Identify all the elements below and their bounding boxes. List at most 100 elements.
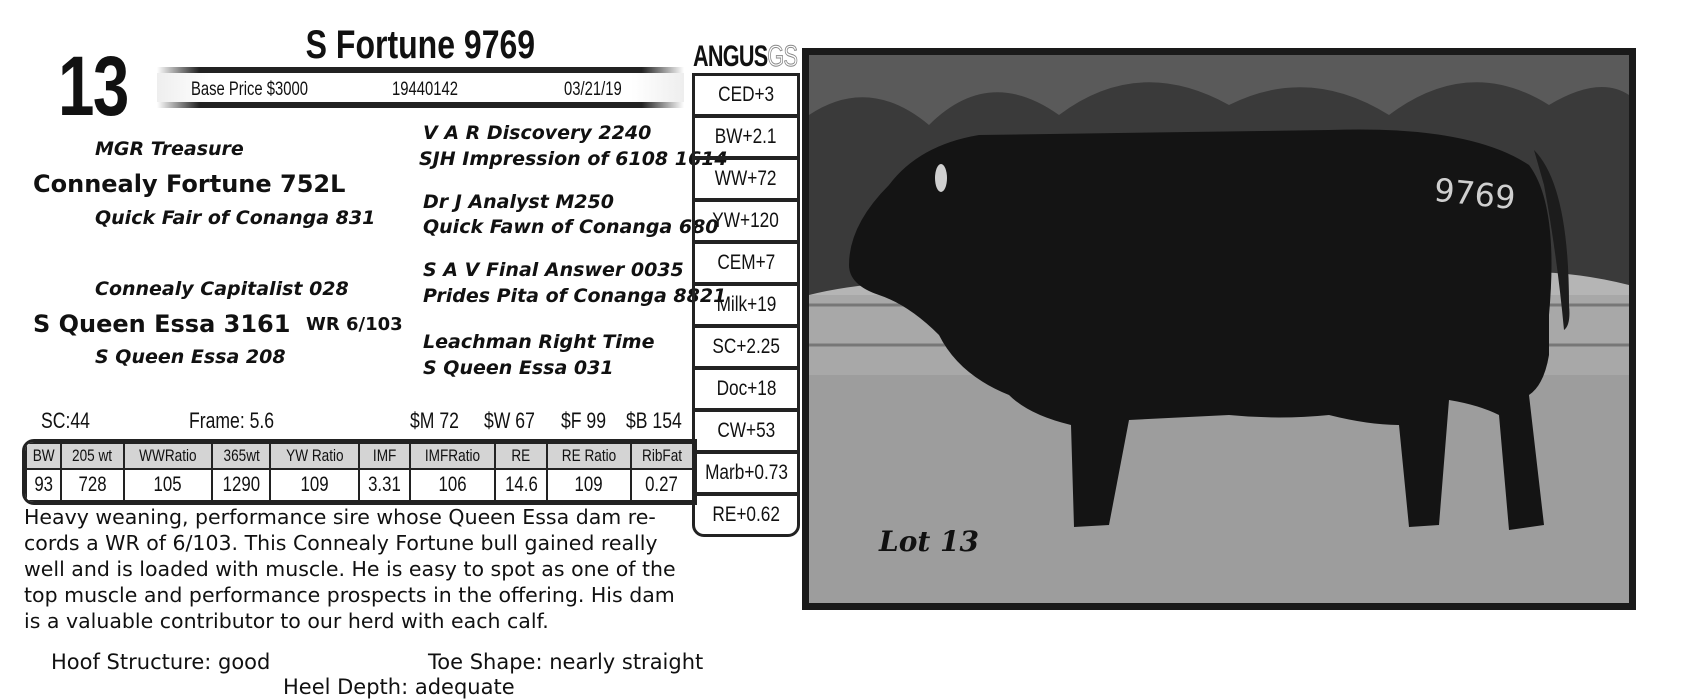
value-text: 93 <box>34 473 53 496</box>
performance-header-cell: RE <box>494 442 548 470</box>
registration-number: 19440142 <box>392 79 458 100</box>
epd-box: Doc+18 <box>695 370 797 412</box>
animal-name: S Fortune 9769 <box>157 22 684 68</box>
performance-value-cell: 109 <box>545 468 632 502</box>
sire-sire: MGR Treasure <box>95 138 244 160</box>
dam-sire: Connealy Capitalist 028 <box>95 278 349 300</box>
dam-record: WR 6/103 <box>306 314 403 335</box>
dam-dam: S Queen Essa 208 <box>95 346 286 368</box>
header-text: YW Ratio <box>285 446 344 465</box>
epd-value: RE+0.62 <box>712 503 780 526</box>
angus-gs-logo: ANGUSGS <box>693 40 798 74</box>
epd-value: YW+120 <box>712 209 780 232</box>
bull-photo-image <box>809 55 1629 603</box>
epd-value: SC+2.25 <box>712 335 780 358</box>
toe-shape: Toe Shape: nearly straight <box>428 650 704 674</box>
performance-table: BW 205 wt WWRatio 365wt YW Ratio IMF IMFRatio R… <box>22 439 697 505</box>
value-text: 109 <box>574 473 603 496</box>
ss-sire: V A R Discovery 2240 <box>423 122 652 144</box>
performance-header-cell: RE Ratio <box>545 442 632 470</box>
header-text: BW <box>32 446 55 465</box>
lot-number: 13 <box>58 39 129 133</box>
animal-name-text: S Fortune 9769 <box>305 23 536 67</box>
header-text: 205 wt <box>72 446 113 465</box>
scrotal-circumference: SC:44 <box>41 408 90 433</box>
bull-photo: 9769 Lot 13 <box>802 48 1636 610</box>
performance-value-cell: 728 <box>60 468 125 502</box>
header-text: RibFat <box>641 446 682 465</box>
value-text: 105 <box>153 473 182 496</box>
base-price: Base Price $3000 <box>191 79 308 100</box>
dd-sire: Leachman Right Time <box>423 331 655 353</box>
performance-value-cell: 109 <box>269 468 360 502</box>
header-text: RE Ratio <box>561 446 616 465</box>
performance-header-cell: IMFRatio <box>409 442 497 470</box>
performance-value-cell: 106 <box>409 468 497 502</box>
epd-box: WW+72 <box>695 160 797 202</box>
description: Heavy weaning, performance sire whose Qu… <box>24 505 676 633</box>
dollar-m: $M 72 <box>410 408 459 433</box>
header-text: IMFRatio <box>425 446 481 465</box>
epd-value: BW+2.1 <box>715 125 777 148</box>
value-text: 728 <box>78 473 107 496</box>
epd-box: CEM+7 <box>695 244 797 286</box>
epd-value: WW+72 <box>715 167 777 190</box>
value-text: 14.6 <box>504 473 538 496</box>
epd-value: Milk+19 <box>716 293 776 316</box>
performance-header-row: BW 205 wt WWRatio 365wt YW Ratio IMF IMFRatio R… <box>25 442 694 470</box>
performance-header-cell: 365wt <box>211 442 272 470</box>
heel-depth: Heel Depth: adequate <box>283 675 515 699</box>
epd-box: CED+3 <box>695 76 797 118</box>
epd-value: CED+3 <box>718 83 774 106</box>
header-text: RE <box>511 446 531 465</box>
value-text: 109 <box>300 473 329 496</box>
hoof-structure: Hoof Structure: good <box>51 650 271 674</box>
epd-value: Doc+18 <box>716 377 776 400</box>
epd-column: CED+3 BW+2.1 WW+72 YW+120 CEM+7 Milk+19 SC+2.2… <box>692 73 800 537</box>
performance-value-cell: 93 <box>25 468 63 502</box>
performance-value-cell: 3.31 <box>357 468 412 502</box>
value-text: 106 <box>438 473 467 496</box>
value-text: 1290 <box>222 473 260 496</box>
epd-box: BW+2.1 <box>695 118 797 160</box>
epd-value: CEM+7 <box>717 251 775 274</box>
performance-value-cell: 1290 <box>211 468 272 502</box>
header-text: WWRatio <box>139 446 197 465</box>
performance-header-cell: BW <box>25 442 63 470</box>
header-text: 365wt <box>223 446 260 465</box>
epd-box: CW+53 <box>695 412 797 454</box>
epd-value: Marb+0.73 <box>704 461 788 484</box>
performance-value-cell: 105 <box>122 468 214 502</box>
epd-box: RE+0.62 <box>695 496 797 534</box>
header-text: IMF <box>372 446 397 465</box>
performance-header-cell: IMF <box>357 442 412 470</box>
dollar-b: $B 154 <box>626 408 682 433</box>
sd-sire: Dr J Analyst M250 <box>423 191 614 213</box>
performance-header-cell: YW Ratio <box>269 442 360 470</box>
epd-box: Marb+0.73 <box>695 454 797 496</box>
info-bar: Base Price $3000 19440142 03/21/19 <box>157 67 684 108</box>
dam: S Queen Essa 3161 <box>33 310 291 338</box>
birth-date: 03/21/19 <box>564 79 622 100</box>
ss-dam: SJH Impression of 6108 1614 <box>419 148 728 170</box>
logo-suffix: GS <box>767 40 798 74</box>
frame-score: Frame: 5.6 <box>189 408 275 433</box>
performance-header-cell: RibFat <box>629 442 694 470</box>
dollar-f: $F 99 <box>561 408 607 433</box>
sire: Connealy Fortune 752L <box>33 170 346 198</box>
sd-dam: Quick Fawn of Conanga 680 <box>423 216 719 238</box>
performance-value-cell: 0.27 <box>629 468 694 502</box>
epd-box: YW+120 <box>695 202 797 244</box>
dollar-w: $W 67 <box>484 408 535 433</box>
epd-box: Milk+19 <box>695 286 797 328</box>
sire-dam: Quick Fair of Conanga 831 <box>95 207 376 229</box>
performance-header-cell: WWRatio <box>122 442 214 470</box>
epd-value: CW+53 <box>717 419 775 442</box>
ds-sire: S A V Final Answer 0035 <box>423 259 684 281</box>
value-text: 0.27 <box>645 473 679 496</box>
performance-header-cell: 205 wt <box>60 442 125 470</box>
dd-dam: S Queen Essa 031 <box>423 357 614 379</box>
value-text: 3.31 <box>368 473 401 496</box>
epd-box: SC+2.25 <box>695 328 797 370</box>
